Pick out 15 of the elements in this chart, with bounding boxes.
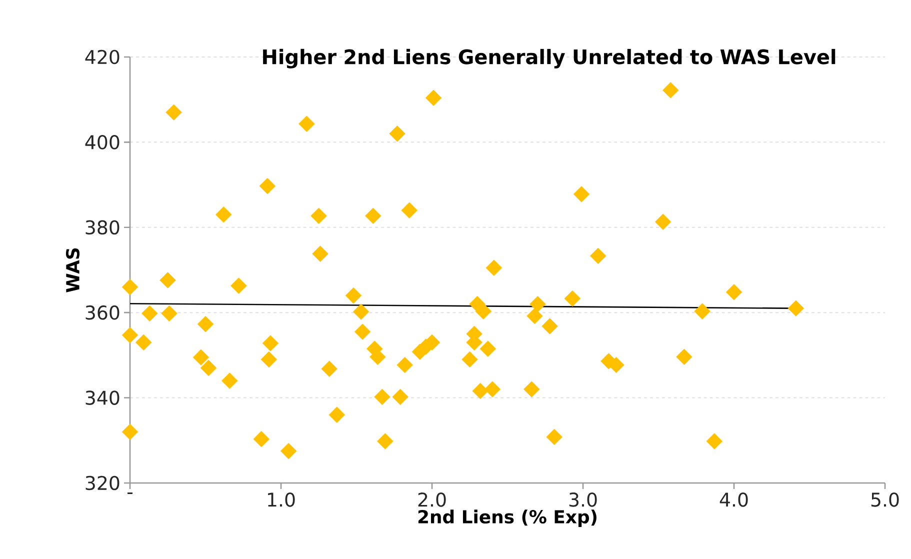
y-tick-label: 340 <box>86 390 120 405</box>
y-tick-label: 380 <box>86 220 120 235</box>
y-tick-label: 360 <box>86 305 120 320</box>
x-tick-label: 3.0 <box>569 492 597 507</box>
x-tick-label: 5.0 <box>871 492 899 507</box>
y-tick-label: 320 <box>86 476 120 490</box>
y-tick-label: 420 <box>85 50 120 64</box>
x-tick-label: 1.0 <box>268 492 295 507</box>
y-tick-label: 400 <box>85 135 120 150</box>
x-axis-title: 2nd Liens (% Exp) <box>418 510 596 528</box>
chart-title: Higher 2nd Liens Generally Unrelated to WAS Level <box>263 48 836 68</box>
x-tick-label: 4.0 <box>720 492 748 507</box>
y-axis-title: WAS <box>66 248 80 292</box>
x-tick-label: 2.0 <box>418 492 446 507</box>
x-tick-label: - <box>128 492 132 494</box>
